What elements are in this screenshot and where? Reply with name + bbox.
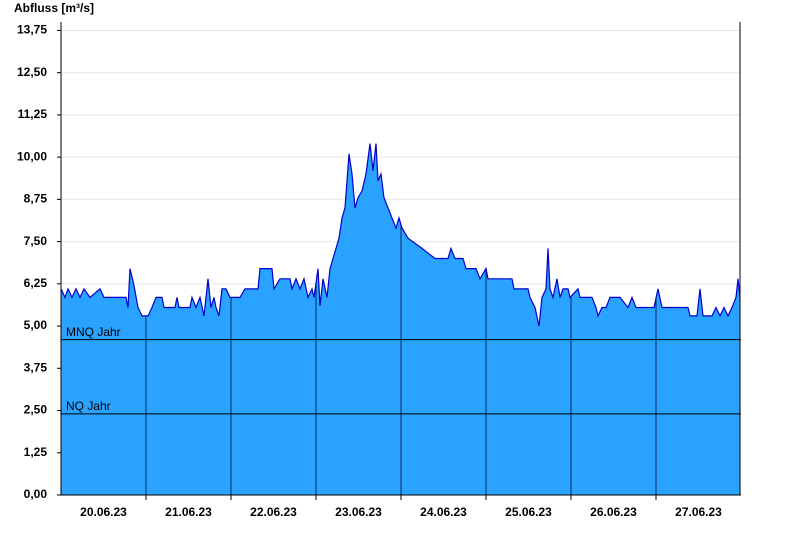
x-tick-label: 23.06.23 [335,505,382,519]
x-tick-label: 21.06.23 [165,505,212,519]
x-tick-label: 24.06.23 [420,505,467,519]
y-tick-label: 8,75 [24,192,48,206]
x-tick-label: 26.06.23 [590,505,637,519]
y-axis-label: Abfluss [m³/s] [14,1,94,15]
y-tick-label: 13,75 [17,23,47,37]
y-tick-label: 12,50 [17,65,47,79]
y-tick-label: 7,50 [24,234,48,248]
x-tick-label: 25.06.23 [505,505,552,519]
y-tick-label: 10,00 [17,149,47,163]
y-tick-label: 6,25 [24,276,48,290]
x-tick-label: 20.06.23 [80,505,127,519]
x-tick-label: 27.06.23 [675,505,722,519]
y-tick-label: 5,00 [24,318,48,332]
y-tick-label: 1,25 [24,445,48,459]
y-tick-label: 3,75 [24,360,48,374]
y-tick-label: 11,25 [18,107,48,121]
line [60,143,741,327]
reference-label: NQ Jahr [66,399,111,413]
y-tick-label: 2,50 [24,403,48,417]
x-tick-label: 22.06.23 [250,505,297,519]
y-tick-label: 0,00 [24,487,48,501]
reference-label: MNQ Jahr [66,325,121,339]
